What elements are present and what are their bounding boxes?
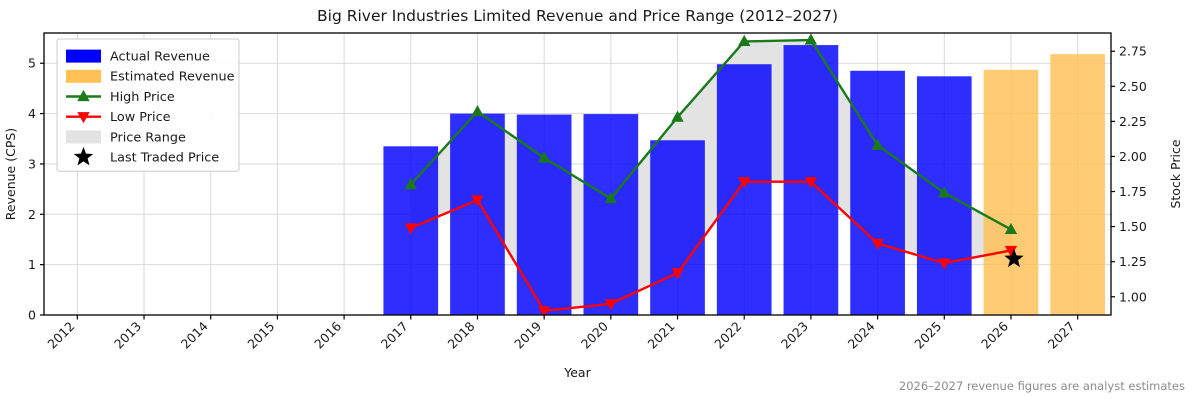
ytick-label-left: 4 xyxy=(28,106,36,121)
legend-swatch-actual-revenue xyxy=(66,49,101,63)
line-low-price xyxy=(409,180,1013,312)
marker-low-price xyxy=(871,238,884,251)
bar-actual-revenue-2024 xyxy=(850,70,905,316)
axis-frame xyxy=(43,32,1112,316)
marker-high-price xyxy=(1004,222,1018,235)
legend-swatch-estimated-revenue xyxy=(66,69,101,83)
legend-label-actual-revenue: Actual Revenue xyxy=(110,50,210,65)
legend-label-estimated-revenue: Estimated Revenue xyxy=(110,70,235,85)
chart-title: Big River Industries Limited Revenue and… xyxy=(317,7,838,25)
legend-swatch-price-range xyxy=(66,130,101,144)
ytick-label-right: 2.50 xyxy=(1119,79,1147,94)
marker-high-price xyxy=(804,33,818,45)
marker-high-price xyxy=(604,191,618,204)
marker-low-price xyxy=(804,177,818,189)
marker-low-price xyxy=(404,223,417,235)
y-axis-label-left: Revenue (CPS) xyxy=(3,128,18,220)
ytick-label-right: 1.25 xyxy=(1119,254,1147,269)
ytick-label-right: 1.00 xyxy=(1119,289,1147,304)
ytick-label-right: 1.50 xyxy=(1119,219,1147,234)
marker-low-price xyxy=(537,306,551,318)
y-axis-label-right: Stock Price xyxy=(1168,139,1183,208)
marker-high-price xyxy=(537,151,551,163)
marker-high-price xyxy=(404,177,417,190)
xtick-label: 2025 xyxy=(911,319,944,352)
xtick-label: 2022 xyxy=(711,319,744,352)
xtick-label: 2019 xyxy=(511,318,544,351)
marker-low-price xyxy=(738,177,751,189)
xtick-label: 2012 xyxy=(44,319,77,352)
xtick-label: 2016 xyxy=(311,318,344,351)
xtick-label: 2017 xyxy=(378,319,411,352)
marker-high-price xyxy=(738,34,751,47)
ytick-label-left: 2 xyxy=(28,207,36,222)
xtick-label: 2024 xyxy=(845,318,878,351)
marker-low-price xyxy=(604,299,618,311)
ytick-label-left: 5 xyxy=(28,56,36,71)
xtick-label: 2015 xyxy=(244,319,277,352)
legend-box xyxy=(56,38,240,172)
legend-marker-low-price xyxy=(77,112,90,124)
ytick-label-right: 2.00 xyxy=(1119,149,1147,164)
ytick-label-left: 0 xyxy=(28,308,36,323)
marker-low-price xyxy=(671,268,684,280)
xtick-label: 2013 xyxy=(111,319,144,352)
bar-estimated-revenue-2026 xyxy=(983,69,1039,315)
marker-last-traded-price xyxy=(1004,248,1024,268)
legend-label-low-price: Low Price xyxy=(110,110,171,125)
xtick-label: 2018 xyxy=(444,318,477,351)
marker-high-price xyxy=(871,138,884,150)
legend-label-price-range: Price Range xyxy=(110,130,186,145)
marker-low-price xyxy=(471,195,484,207)
x-axis-label: Year xyxy=(563,365,591,380)
footnote: 2026–2027 revenue figures are analyst es… xyxy=(899,379,1185,393)
ytick-label-left: 1 xyxy=(28,257,36,272)
ytick-label-right: 2.75 xyxy=(1119,44,1147,59)
marker-low-price xyxy=(1004,245,1018,258)
marker-high-price xyxy=(671,110,684,122)
xtick-label: 2020 xyxy=(578,318,611,351)
ytick-label-right: 2.25 xyxy=(1119,114,1147,129)
legend-marker-last-traded-price xyxy=(73,146,94,166)
bar-actual-revenue-2018 xyxy=(450,113,505,315)
marker-high-price xyxy=(471,104,484,117)
bar-actual-revenue-2020 xyxy=(583,114,639,315)
bar-estimated-revenue-2027 xyxy=(1050,54,1105,316)
bar-actual-revenue-2021 xyxy=(650,140,705,315)
legend-label-last-traded-price: Last Traded Price xyxy=(110,151,219,166)
legend-marker-high-price xyxy=(77,89,90,102)
bar-actual-revenue-2022 xyxy=(716,64,772,315)
marker-high-price xyxy=(938,186,951,198)
xtick-label: 2026 xyxy=(978,318,1011,351)
ytick-label-right: 1.75 xyxy=(1119,184,1147,199)
xtick-label: 2023 xyxy=(778,319,811,352)
xtick-label: 2027 xyxy=(1045,319,1078,352)
line-high-price xyxy=(409,38,1013,231)
xtick-label: 2014 xyxy=(178,318,211,351)
legend-label-high-price: High Price xyxy=(110,90,175,105)
ytick-label-left: 3 xyxy=(28,156,36,171)
marker-low-price xyxy=(938,258,951,270)
xtick-label: 2021 xyxy=(645,319,678,352)
